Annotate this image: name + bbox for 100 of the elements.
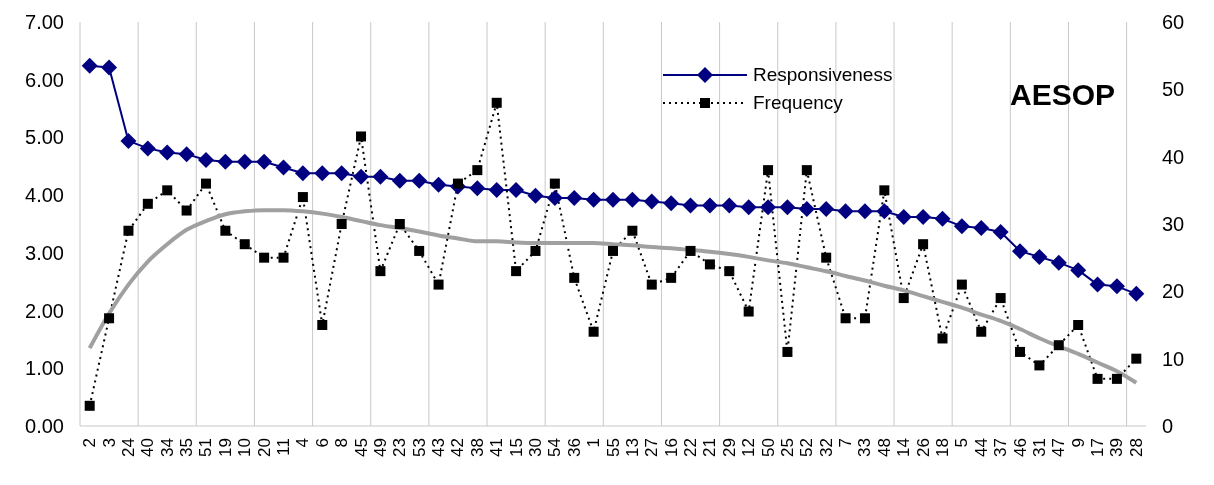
point xyxy=(973,220,990,237)
point xyxy=(104,313,115,324)
point xyxy=(356,131,367,142)
point xyxy=(527,187,544,204)
point xyxy=(256,153,273,170)
x-tick-label: 23 xyxy=(390,438,410,457)
point xyxy=(663,195,680,212)
x-tick-label: 41 xyxy=(487,438,507,457)
point xyxy=(876,203,893,220)
y2-tick-label: 20 xyxy=(1162,280,1185,303)
point xyxy=(411,172,428,189)
point xyxy=(1073,320,1084,330)
point xyxy=(704,259,715,270)
y-tick-label: 1.00 xyxy=(25,357,64,380)
point xyxy=(915,209,932,226)
point xyxy=(743,306,754,317)
point xyxy=(701,197,718,214)
x-tick-label: 40 xyxy=(138,438,158,457)
point xyxy=(685,245,696,256)
x-tick-label: 4 xyxy=(293,438,313,448)
point xyxy=(895,209,912,226)
point xyxy=(488,181,505,198)
point xyxy=(1092,373,1103,384)
point xyxy=(840,313,851,324)
y2-tick-label: 60 xyxy=(1162,11,1185,33)
point xyxy=(798,200,815,217)
point xyxy=(81,57,98,74)
point xyxy=(433,279,444,290)
point xyxy=(624,191,641,208)
point xyxy=(801,165,812,176)
point xyxy=(314,165,331,182)
x-tick-label: 37 xyxy=(991,438,1011,457)
point xyxy=(1053,340,1064,351)
point xyxy=(588,326,599,337)
point xyxy=(372,168,389,185)
x-tick-label: 6 xyxy=(312,438,332,448)
point xyxy=(585,191,602,208)
point xyxy=(294,165,311,182)
point xyxy=(394,219,405,229)
point xyxy=(375,266,386,277)
x-tick-label: 14 xyxy=(894,438,914,457)
x-tick-label: 8 xyxy=(332,438,352,448)
y2-tick-label: 40 xyxy=(1162,145,1185,168)
x-tick-label: 9 xyxy=(1068,438,1088,448)
x-tick-label: 7 xyxy=(836,438,856,448)
x-tick-label: 39 xyxy=(1107,438,1127,457)
x-tick-label: 38 xyxy=(467,438,487,457)
point xyxy=(472,165,483,176)
point xyxy=(1015,346,1026,357)
point xyxy=(178,146,195,163)
x-tick-label: 12 xyxy=(739,438,759,457)
point xyxy=(856,203,873,220)
point xyxy=(469,180,486,197)
point xyxy=(760,199,777,216)
y-tick-label: 2.00 xyxy=(25,299,64,322)
x-tick-label: 47 xyxy=(1049,438,1069,457)
y2-tick-label: 50 xyxy=(1162,78,1185,101)
y-tick-label: 7.00 xyxy=(25,11,64,33)
x-tick-label: 26 xyxy=(913,438,933,457)
point xyxy=(721,197,738,214)
point xyxy=(333,165,350,182)
x-tick-label: 22 xyxy=(681,438,701,457)
x-tick-label: 45 xyxy=(351,438,371,457)
x-tick-label: 55 xyxy=(603,438,623,457)
point xyxy=(724,266,735,277)
point xyxy=(740,199,757,216)
point xyxy=(275,159,292,176)
point xyxy=(569,272,580,283)
point xyxy=(763,165,774,176)
point xyxy=(1050,254,1067,271)
x-tick-label: 46 xyxy=(1010,438,1030,457)
point xyxy=(353,168,370,185)
x-tick-label: 36 xyxy=(564,438,584,457)
x-tick-label: 53 xyxy=(409,438,429,457)
point xyxy=(918,239,929,250)
point xyxy=(821,252,832,263)
x-tick-label: 19 xyxy=(215,438,235,457)
x-tick-label: 30 xyxy=(525,438,545,457)
point xyxy=(1034,360,1045,371)
point xyxy=(546,190,563,207)
point xyxy=(859,313,870,324)
x-tick-label: 29 xyxy=(719,438,739,457)
point xyxy=(976,326,987,337)
point xyxy=(239,239,250,250)
x-tick-label: 24 xyxy=(118,438,138,457)
x-tick-label: 44 xyxy=(971,438,991,457)
point xyxy=(782,346,793,357)
legend-label: Responsiveness xyxy=(753,64,893,86)
point xyxy=(297,192,308,203)
x-tick-label: 42 xyxy=(448,438,468,457)
x-tick-label: 34 xyxy=(157,438,177,457)
point xyxy=(992,224,1009,241)
point xyxy=(197,151,214,168)
point xyxy=(1111,373,1122,384)
point xyxy=(818,200,835,217)
x-tick-label: 25 xyxy=(777,438,797,457)
point xyxy=(391,172,408,189)
point xyxy=(1131,353,1142,364)
point xyxy=(837,203,854,220)
y-tick-label: 0.00 xyxy=(25,415,64,437)
